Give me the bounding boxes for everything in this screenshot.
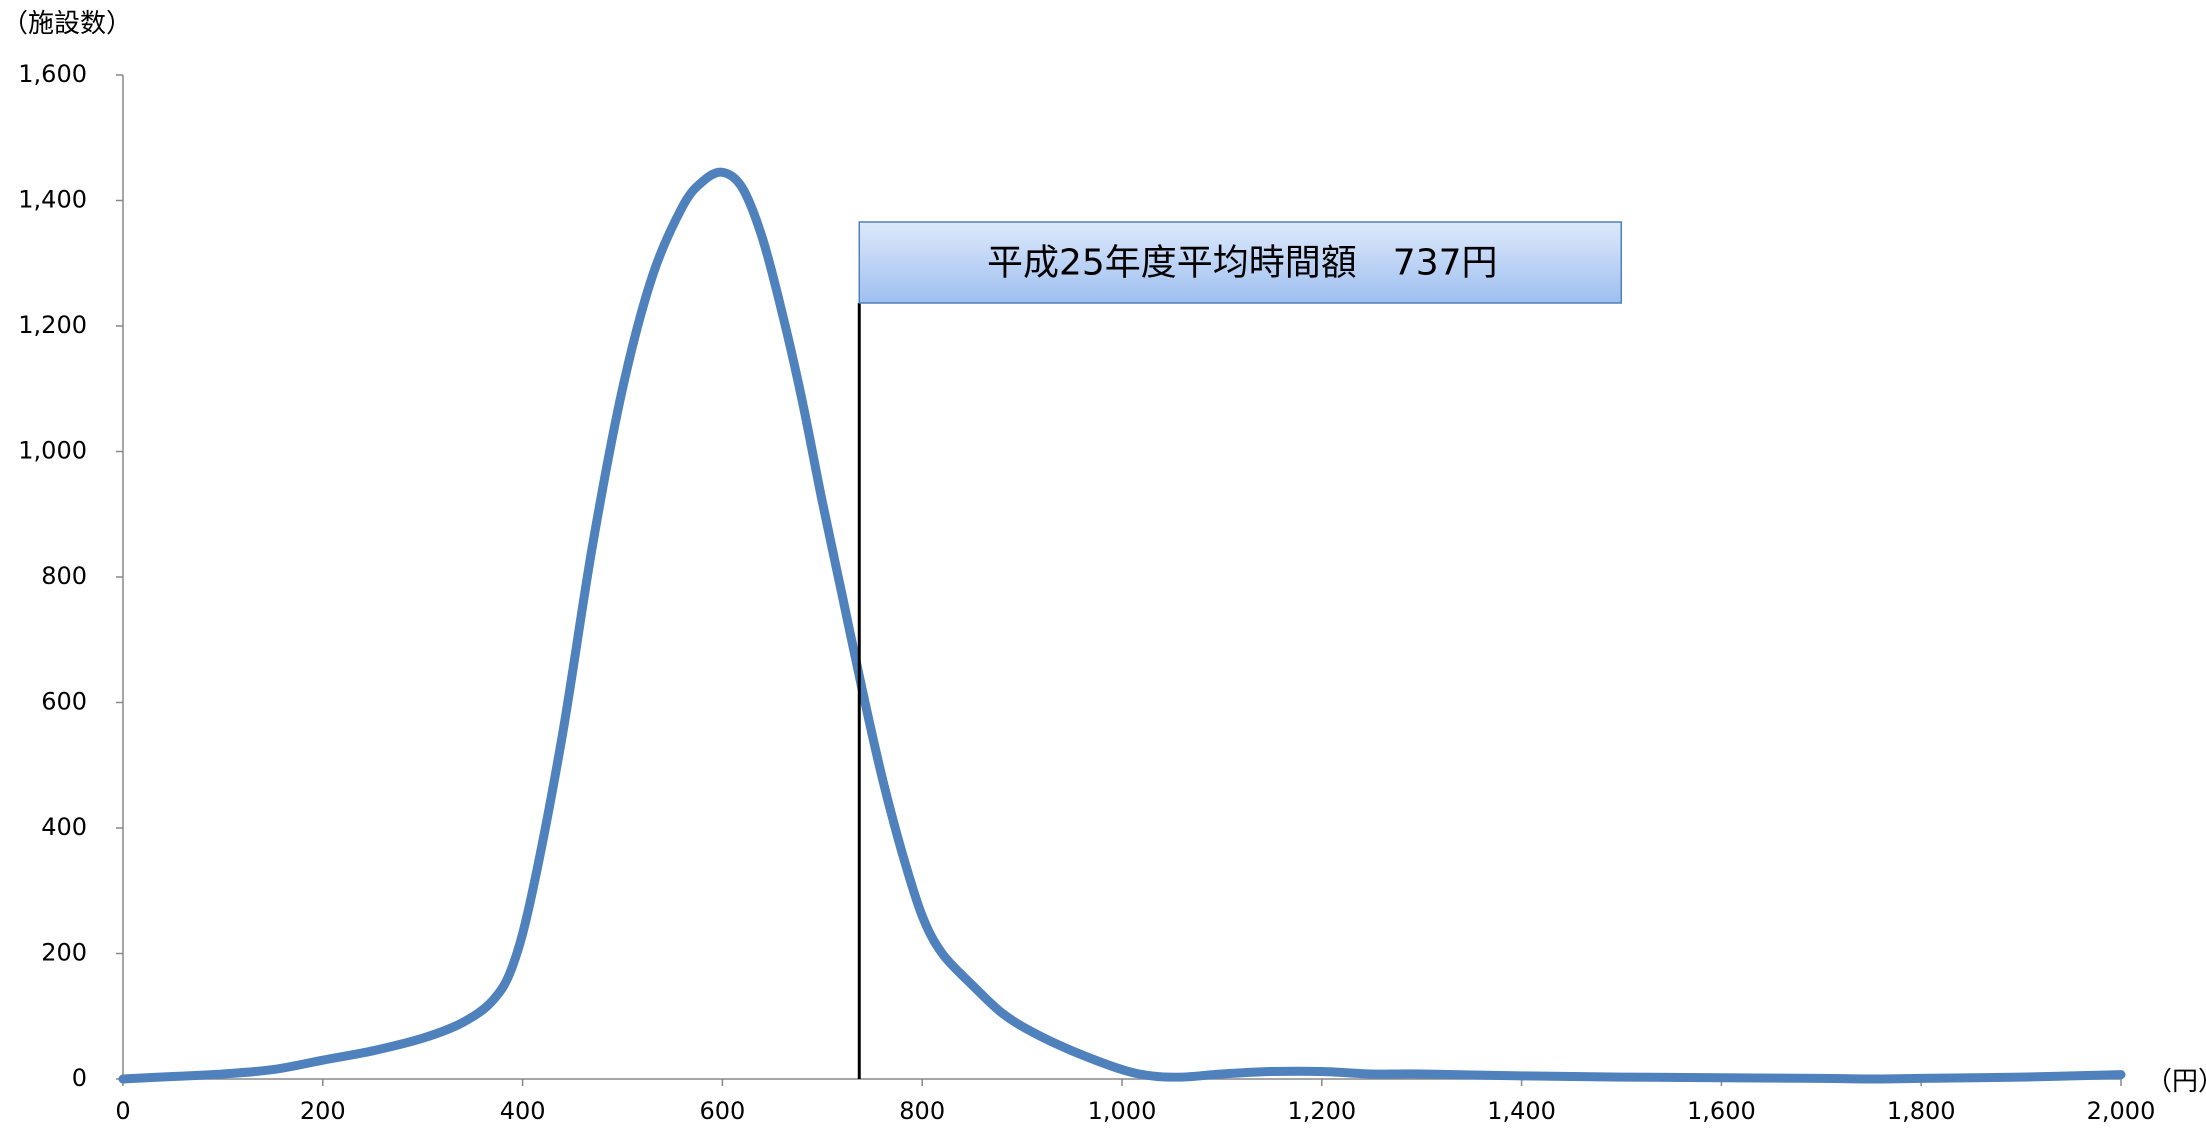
x-axis-unit-label: （円）: [2146, 1067, 2206, 1097]
y-tick-label: 0: [72, 1064, 87, 1092]
y-axis-ticks: 0 200 400 600 800 1,000 1,200 1,400 1,600: [18, 60, 123, 1092]
average-callout-box: [858, 221, 1623, 304]
y-tick-label: 600: [41, 688, 87, 716]
y-tick-label: 1,400: [18, 186, 87, 214]
y-tick-label: 200: [41, 939, 87, 967]
y-tick-label: 1,600: [18, 60, 87, 88]
average-callout-label: 平成25年度平均時間額 737円: [987, 243, 1498, 284]
series-line: [118, 167, 2126, 1084]
x-tick-label: 1,800: [1887, 1097, 1956, 1125]
x-tick-label: 1,000: [1088, 1097, 1157, 1125]
x-tick-label: 1,200: [1287, 1097, 1356, 1125]
x-tick-label: 2,000: [2087, 1097, 2156, 1125]
x-tick-label: 400: [500, 1097, 546, 1125]
average-callout: 平成25年度平均時間額 737円: [858, 221, 1623, 304]
x-tick-label: 200: [300, 1097, 346, 1125]
y-tick-label: 400: [41, 813, 87, 841]
x-tick-label: 800: [899, 1097, 945, 1125]
x-tick-label: 1,400: [1487, 1097, 1556, 1125]
y-axis-unit-label: （施設数）: [2, 9, 132, 39]
y-tick-label: 1,200: [18, 311, 87, 339]
x-tick-label: 600: [699, 1097, 745, 1125]
y-tick-label: 800: [41, 562, 87, 590]
x-axis-ticks: 0 200 400 600 800 1,000 1,200 1,400 1,600 1,800 2,…: [115, 1079, 2155, 1125]
y-tick-label: 1,000: [18, 437, 87, 465]
x-tick-label: 1,600: [1687, 1097, 1756, 1125]
x-tick-label: 0: [115, 1097, 130, 1125]
